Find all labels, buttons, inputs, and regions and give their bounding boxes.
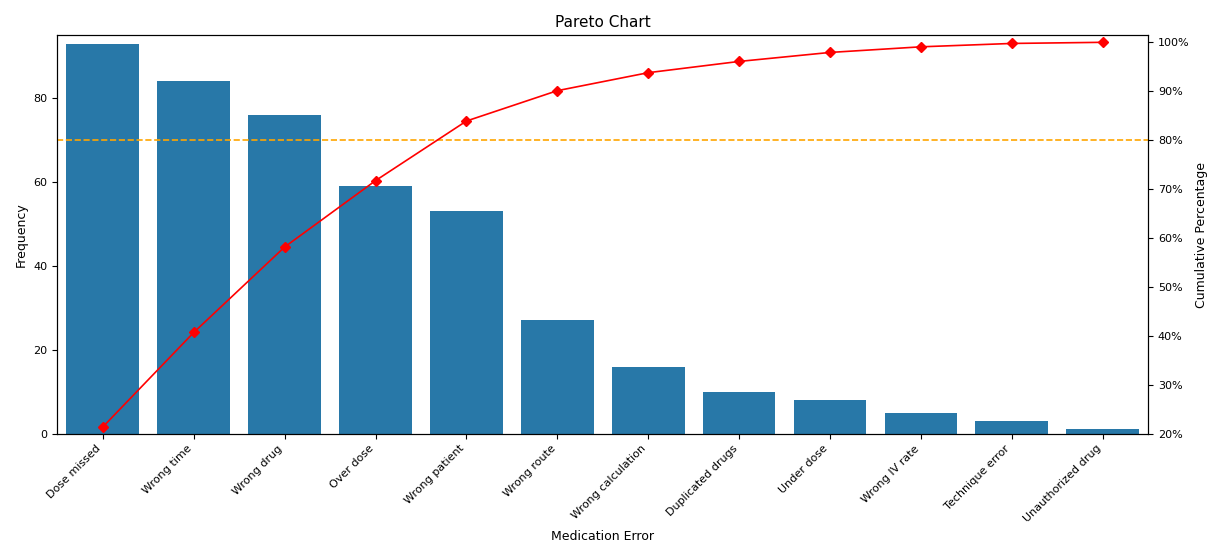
Bar — [248, 115, 320, 434]
Bar — [66, 44, 139, 434]
Bar — [430, 211, 503, 434]
Y-axis label: Frequency: Frequency — [15, 202, 28, 267]
Bar — [339, 186, 412, 434]
Bar — [703, 392, 775, 434]
Bar — [976, 421, 1048, 434]
Bar — [794, 400, 866, 434]
Title: Pareto Chart: Pareto Chart — [555, 15, 651, 30]
Bar — [521, 320, 593, 434]
Bar — [158, 81, 230, 434]
Y-axis label: Cumulative Percentage: Cumulative Percentage — [1195, 161, 1208, 307]
Bar — [612, 367, 685, 434]
Bar — [1066, 430, 1139, 434]
Bar — [884, 413, 958, 434]
X-axis label: Medication Error: Medication Error — [552, 530, 654, 543]
